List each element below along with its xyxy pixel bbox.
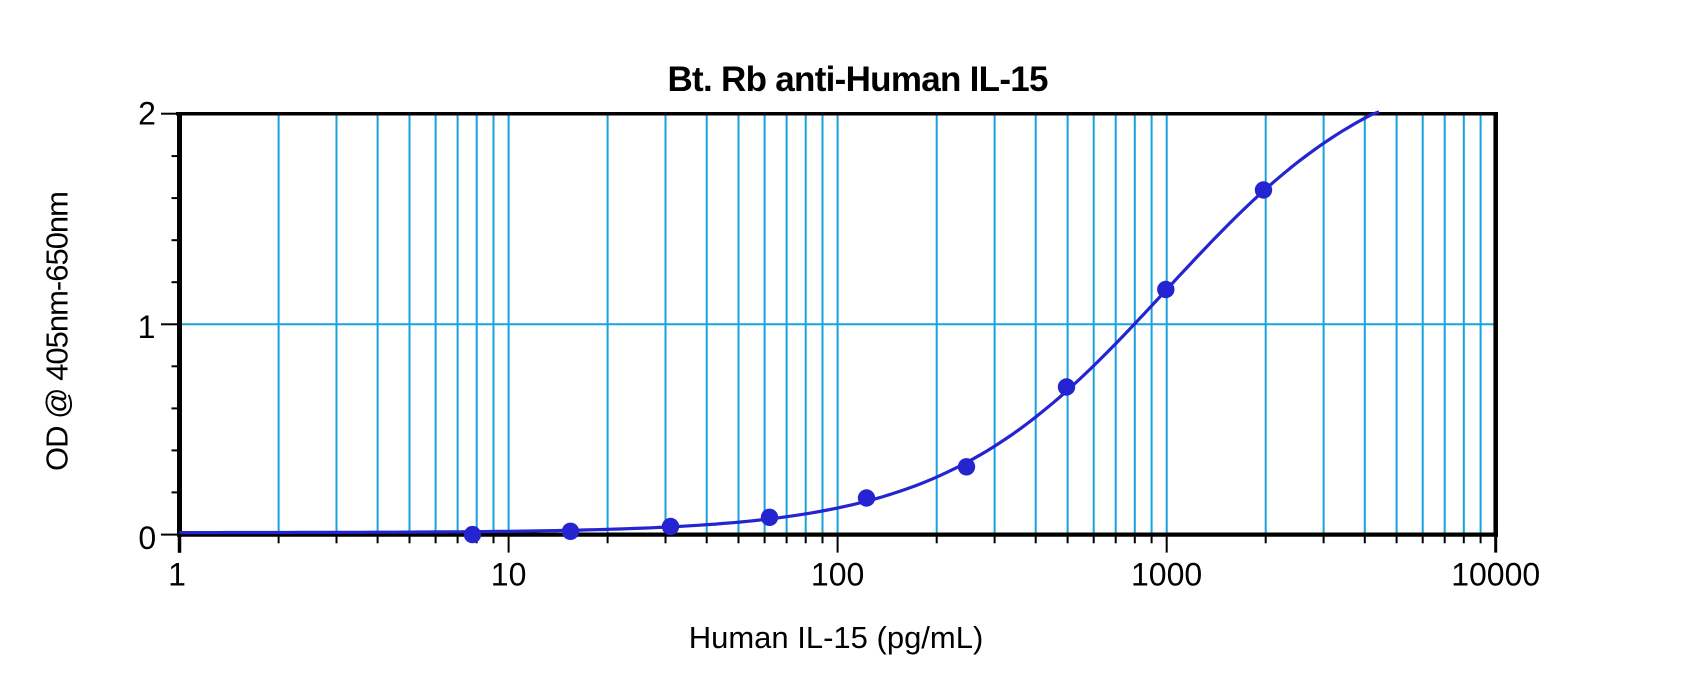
svg-text:100: 100 [811,557,864,593]
svg-text:Human IL-15 (pg/mL): Human IL-15 (pg/mL) [689,620,984,655]
svg-text:1: 1 [168,557,186,593]
svg-text:1: 1 [138,309,156,345]
svg-text:10000: 10000 [1451,557,1540,593]
svg-text:2: 2 [138,96,156,132]
svg-text:10: 10 [491,557,527,593]
svg-text:Bt. Rb anti-Human IL-15: Bt. Rb anti-Human IL-15 [668,60,1049,99]
svg-text:0: 0 [138,520,156,556]
svg-text:1000: 1000 [1131,557,1202,593]
svg-text:OD @ 405nm-650nm: OD @ 405nm-650nm [39,191,74,471]
